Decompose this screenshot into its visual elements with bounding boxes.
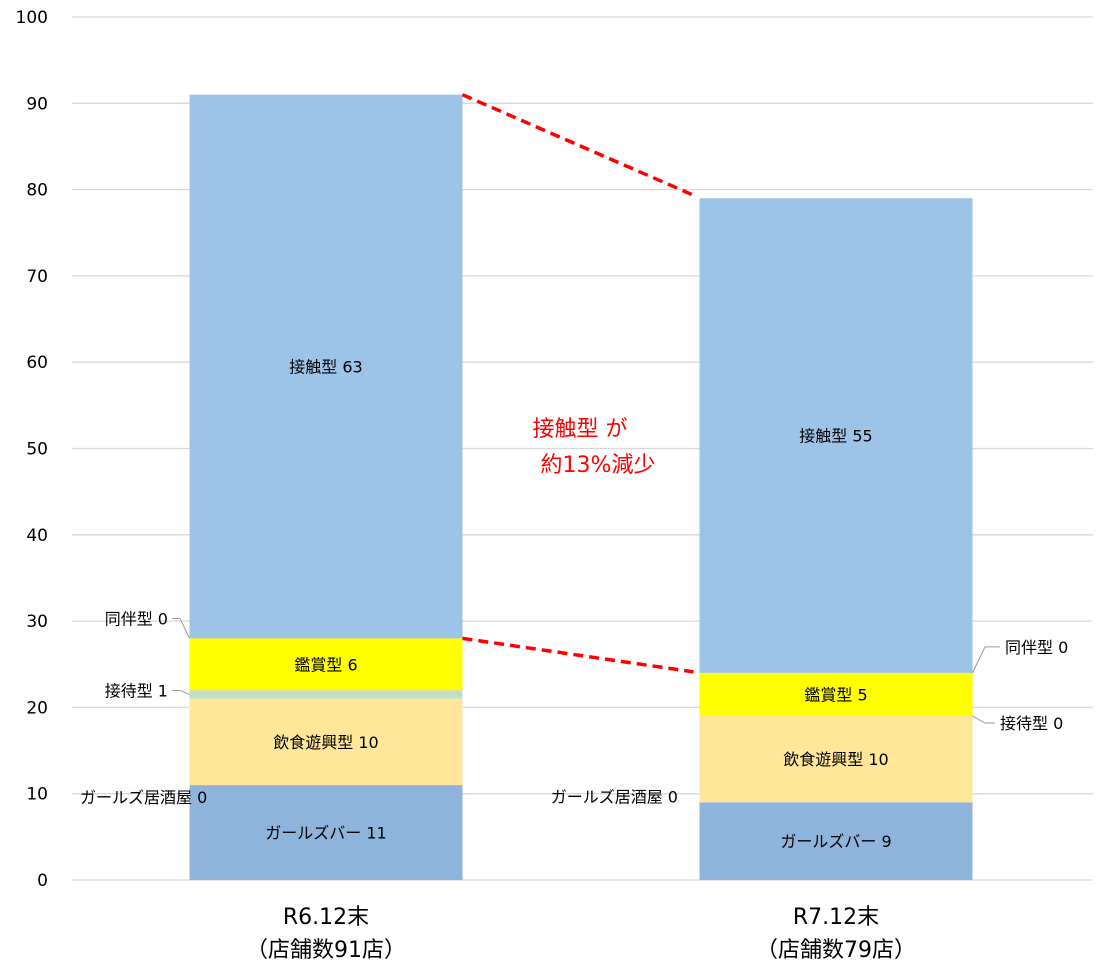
data-label: ガールズバー 11	[265, 824, 386, 843]
leader-line	[972, 646, 1000, 674]
y-tick-label: 70	[26, 267, 48, 287]
leader-line	[172, 617, 190, 639]
data-label: 同伴型 0	[105, 609, 168, 628]
y-tick-label: 40	[26, 526, 48, 546]
bars	[189, 94, 973, 880]
annotation-text: 約13%減少	[541, 453, 656, 478]
bar-segment	[699, 802, 973, 880]
leader-line	[172, 689, 190, 695]
x-axis-category-labels: R6.12末 （店舗数91店） R7.12末 （店舗数79店）	[246, 905, 916, 963]
bar-segment	[189, 690, 463, 699]
y-tick-label: 90	[26, 94, 48, 114]
data-label: ガールズ居酒屋 0	[551, 787, 678, 806]
y-tick-label: 30	[26, 612, 48, 632]
y-tick-label: 10	[26, 785, 48, 805]
bar-segment	[189, 698, 463, 786]
bar-segment	[189, 638, 463, 691]
data-label: ガールズバー 9	[780, 832, 891, 851]
x-category-label: R7.12末	[793, 905, 879, 930]
connector-line-top	[461, 93, 695, 197]
data-label: 鑑賞型 6	[294, 655, 357, 674]
dashed-connectors	[461, 93, 695, 674]
y-tick-label: 50	[26, 440, 48, 460]
data-label: 接待型 1	[105, 681, 168, 700]
data-labels: ガールズバー 11 飲食遊興型 10 鑑賞型 6 接触型 63 ガールズ居酒屋 0 接待型…	[80, 358, 1068, 852]
x-category-label: （店舗数79店）	[756, 938, 916, 963]
y-tick-label: 60	[26, 353, 48, 373]
bar-segment	[189, 785, 463, 880]
bar-segment	[699, 716, 973, 803]
data-label: 飲食遊興型 10	[783, 750, 888, 769]
connector-line-bottom	[462, 636, 694, 674]
data-label: 接待型 0	[1000, 714, 1063, 733]
bar-segment	[699, 198, 973, 673]
annotation-text: 接触型 が	[533, 417, 628, 442]
y-tick-label: 100	[16, 8, 48, 28]
y-tick-label: 80	[26, 181, 48, 201]
x-category-label: R6.12末	[283, 905, 369, 930]
y-tick-label: 0	[37, 871, 48, 891]
bar-segment	[189, 94, 463, 639]
data-label: 接触型 63	[289, 358, 362, 377]
data-label: 接触型 55	[799, 427, 872, 446]
data-label: 鑑賞型 5	[804, 685, 867, 704]
y-axis-tick-labels: 0 10 20 30 40 50 60 70 80 90 100	[16, 8, 48, 891]
bar-segment	[699, 672, 973, 717]
data-label: ガールズ居酒屋 0	[80, 788, 207, 807]
leader-line	[972, 715, 995, 724]
data-label: 飲食遊興型 10	[273, 733, 378, 752]
x-category-label: （店舗数91店）	[246, 938, 406, 963]
y-tick-label: 20	[26, 698, 48, 718]
data-label: 同伴型 0	[1005, 638, 1068, 657]
